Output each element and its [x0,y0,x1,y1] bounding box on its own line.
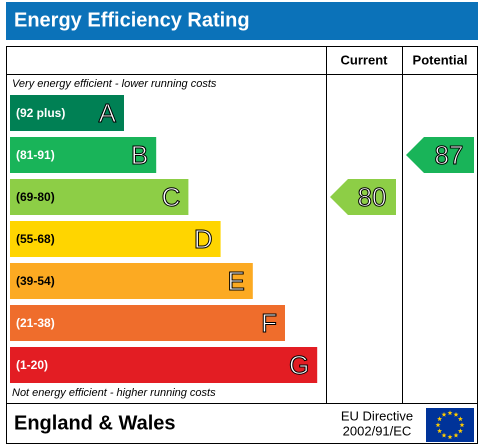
band [10,263,253,299]
directive: EU Directive [341,408,413,423]
band-letter: D [194,224,213,254]
band-letter: A [99,98,117,128]
eu-star [447,410,453,416]
eu-star [457,416,463,422]
band [10,137,157,173]
eu-star [453,432,459,438]
eu-star [437,428,443,434]
band [10,305,285,341]
column-header: Potential [413,52,468,67]
eu-star [437,416,443,422]
band-range: (55-68) [16,232,55,246]
eu-star [441,432,447,438]
band [10,221,221,257]
bottom-note: Not energy efficient - higher running co… [12,387,216,399]
directive: 2002/91/EC [343,423,412,438]
eu-star [453,412,459,417]
band-letter: E [227,266,244,296]
band-letter: F [261,308,277,338]
rating-value: 87 [435,140,464,170]
eu-star [459,422,465,428]
band-range: (69-80) [16,190,55,204]
rating-arrow [330,179,396,215]
eu-star [441,412,447,417]
band-letter: B [131,140,148,170]
rating-value: 80 [358,182,387,212]
band-range: (39-54) [16,274,55,288]
band-range: (1-20) [16,358,48,372]
band-range: (21-38) [16,316,55,330]
band-letter: C [162,182,181,212]
title: Energy Efficiency Rating [14,9,250,31]
eu-star [435,422,441,428]
band-letter: G [289,350,309,380]
column-header: Current [341,52,389,67]
band-range: (92 plus) [16,106,65,120]
band-range: (81-91) [16,148,55,162]
top-note: Very energy efficient - lower running co… [12,78,217,90]
eu-star [457,428,463,434]
eu-star [447,434,453,440]
band [10,179,189,215]
band [10,95,124,131]
band [10,347,318,383]
eu-stars [435,410,465,440]
region: England & Wales [14,412,176,434]
rating-arrow [406,137,474,173]
title-bar [6,2,478,40]
frame [6,46,478,444]
